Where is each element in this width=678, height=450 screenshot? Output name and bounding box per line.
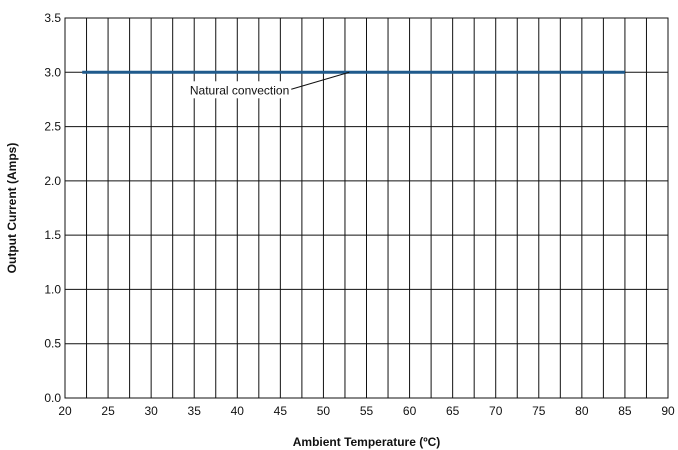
x-tick-labels: 20 25 30 35 40 45 50 55 60 65 70 75 80 85 90 [58, 404, 675, 418]
x-tick-label: 90 [661, 404, 675, 418]
x-tick-label: 40 [231, 404, 245, 418]
x-tick-label: 30 [144, 404, 158, 418]
annotation-label: Natural convection [190, 83, 289, 97]
x-tick-label: 85 [618, 404, 632, 418]
y-tick-label: 2.5 [44, 120, 61, 134]
y-tick-label: 2.0 [44, 174, 61, 188]
x-tick-label: 25 [101, 404, 115, 418]
x-tick-label: 35 [188, 404, 202, 418]
y-tick-label: 3.5 [44, 11, 61, 25]
x-tick-label: 80 [575, 404, 589, 418]
y-tick-label: 3.0 [44, 65, 61, 79]
x-tick-label: 55 [360, 404, 374, 418]
y-tick-label: 1.5 [44, 228, 61, 242]
x-tick-label: 20 [58, 404, 72, 418]
y-tick-label: 0.0 [44, 391, 61, 405]
y-tick-label: 0.5 [44, 337, 61, 351]
y-axis-title: Output Current (Amps) [5, 143, 19, 274]
plot-frame [64, 17, 669, 399]
annotation-background [174, 81, 291, 99]
plot-grid [64, 17, 669, 399]
x-tick-label: 65 [446, 404, 460, 418]
x-tick-label: 45 [274, 404, 288, 418]
x-tick-label: 50 [317, 404, 331, 418]
x-axis-title: Ambient Temperature (ºC) [293, 435, 441, 449]
x-tick-label: 60 [403, 404, 417, 418]
y-tick-label: 1.0 [44, 282, 61, 296]
y-tick-labels: 0.0 0.5 1.0 1.5 2.0 2.5 3.0 3.5 [44, 11, 61, 405]
x-tick-label: 75 [532, 404, 546, 418]
annotation-layer: Natural convection [174, 71, 350, 99]
annotation-leader-line [291, 71, 350, 90]
x-tick-label: 70 [489, 404, 503, 418]
